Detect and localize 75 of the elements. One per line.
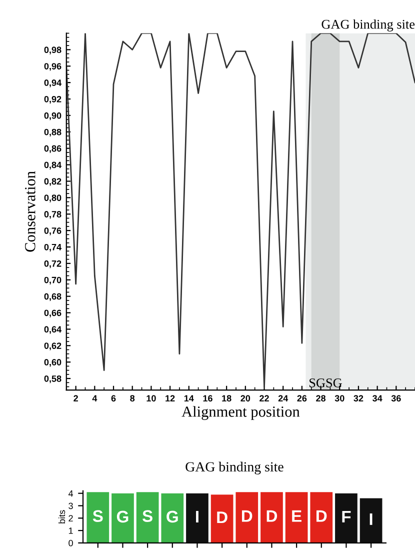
x-tick-label: 12 <box>166 395 175 402</box>
bar <box>360 498 382 543</box>
x-tick-label: 28 <box>316 395 326 402</box>
y-axis-title: Conservation <box>25 171 36 252</box>
x-tick-label: 10 <box>146 395 156 402</box>
y-tick-label: 0,96 <box>44 63 62 71</box>
y-tick-label: 0,68 <box>44 293 62 301</box>
y-tick-label: 0,82 <box>44 178 62 186</box>
x-tick-label: 6 <box>111 395 116 402</box>
x-tick-label: 8 <box>130 395 135 402</box>
x-tick-label: 24 <box>278 395 288 402</box>
line-series <box>66 33 415 388</box>
y-tick-label: 0,86 <box>44 145 62 153</box>
bar <box>112 493 134 543</box>
x-tick-label: 20 <box>240 395 250 402</box>
band-label: SGSG <box>310 378 342 388</box>
y-tick-label: 0,70 <box>44 276 62 285</box>
data-label: S <box>92 510 103 522</box>
data-label: G <box>116 510 128 523</box>
x-tick-label: 16 <box>203 395 212 402</box>
x-axis-title: Alignment position <box>182 406 300 420</box>
y-tick-label: 3 <box>68 502 73 510</box>
y-tick-label: 0,98 <box>44 46 62 54</box>
data-label: I <box>196 510 198 522</box>
x-tick-label: 14 <box>184 395 194 402</box>
bar <box>86 492 110 543</box>
y-tick-label: 0,60 <box>44 359 62 367</box>
y-tick-label: 0,88 <box>44 128 62 137</box>
y-axis-title: bits <box>58 510 66 524</box>
x-tick-label: 26 <box>297 395 307 402</box>
y-tick-label: 0,78 <box>44 211 62 219</box>
y-tick-label: 0,72 <box>44 260 62 268</box>
data-label: F <box>342 510 351 522</box>
bar <box>186 493 208 543</box>
y-tick-label: 0,80 <box>44 194 62 202</box>
x-tick-label: 36 <box>391 395 401 402</box>
y-tick-label: 0,74 <box>44 244 62 252</box>
data-label: I <box>370 513 372 525</box>
y-tick-label: 2 <box>68 515 73 522</box>
data-label: D <box>217 512 228 524</box>
y-tick-label: 0,66 <box>44 310 62 318</box>
y-tick-label: 0,76 <box>44 228 62 236</box>
x-tick-label: 2 <box>74 395 78 402</box>
y-tick-label: 0,84 <box>44 162 62 170</box>
band-label: GAG binding site <box>322 19 415 32</box>
bar <box>260 492 283 543</box>
data-label: E <box>292 510 302 522</box>
data-label: D <box>266 510 278 522</box>
y-tick-label: 0,94 <box>44 80 62 88</box>
x-tick-label: 34 <box>372 395 382 402</box>
y-tick-label: 0,90 <box>44 112 62 120</box>
x-tick-label: 18 <box>222 395 232 402</box>
y-tick-label: 0,92 <box>44 96 62 104</box>
data-label: S <box>142 510 152 522</box>
bar <box>285 492 308 543</box>
data-label: D <box>242 510 252 522</box>
y-tick-label: 0,64 <box>44 326 62 334</box>
data-label: G <box>166 510 178 523</box>
x-tick-label: 4 <box>92 395 98 402</box>
y-tick-label: 1 <box>68 528 73 534</box>
bar <box>161 493 184 543</box>
data-label: D <box>316 510 327 522</box>
x-tick-label: 30 <box>334 395 344 402</box>
chart-title: GAG binding site <box>186 462 284 474</box>
x-tick-label: 32 <box>354 395 364 402</box>
y-tick-label: 4 <box>68 490 74 497</box>
y-tick-label: 0,58 <box>44 375 62 384</box>
bar <box>210 494 234 543</box>
y-tick-label: 0,62 <box>44 342 62 350</box>
y-tick-label: 0 <box>68 540 73 546</box>
x-tick-label: 22 <box>260 395 269 402</box>
bar <box>236 492 258 543</box>
bar <box>310 492 333 543</box>
bar <box>136 492 159 543</box>
bar <box>335 493 358 543</box>
